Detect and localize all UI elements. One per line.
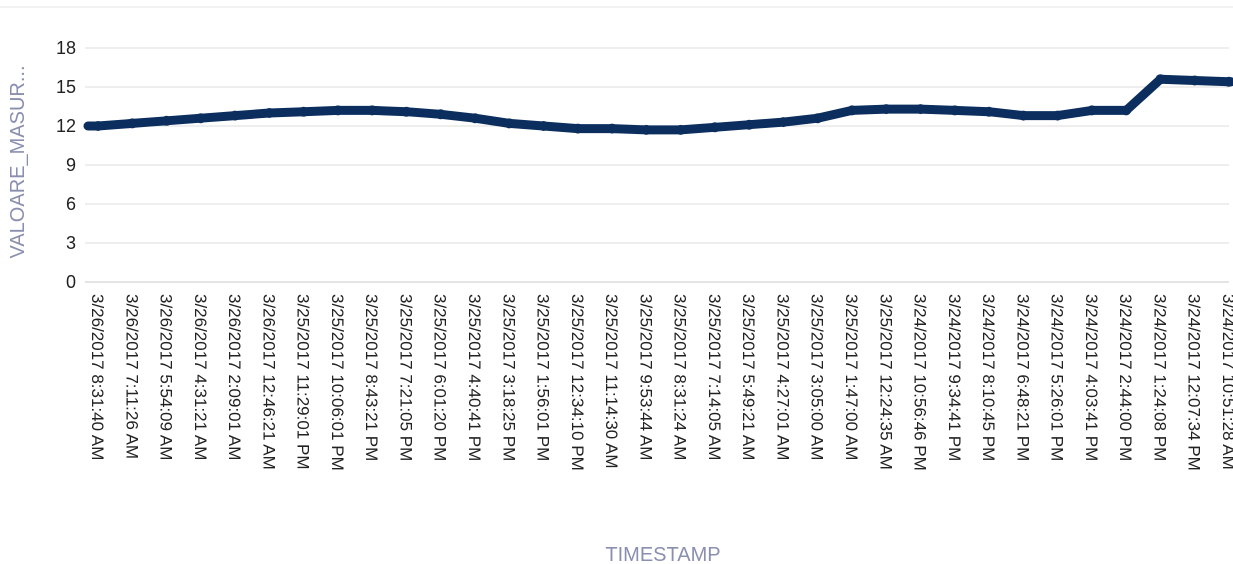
data-point <box>367 105 378 116</box>
x-tick-label: 3/24/2017 4:03:41 PM <box>1082 294 1101 461</box>
gridlines <box>85 47 1229 283</box>
y-tick-label: 12 <box>56 116 76 136</box>
x-tick-label: 3/25/2017 1:47:00 AM <box>842 294 861 460</box>
data-point <box>915 104 926 115</box>
data-point <box>195 113 206 124</box>
y-tick-label: 3 <box>66 233 76 253</box>
data-point <box>812 113 823 124</box>
x-tick-label: 3/25/2017 9:53:44 AM <box>636 294 655 460</box>
x-tick-label: 3/26/2017 8:31:40 AM <box>88 294 107 460</box>
y-tick-label: 0 <box>66 272 76 292</box>
x-tick-label: 3/25/2017 5:49:21 AM <box>739 294 758 460</box>
x-tick-label: 3/24/2017 1:24:08 PM <box>1150 294 1169 461</box>
data-point <box>230 110 241 121</box>
y-tick-label: 6 <box>66 194 76 214</box>
x-axis-title: TIMESTAMP <box>605 544 720 564</box>
x-tick-label: 3/26/2017 7:11:26 AM <box>122 294 141 459</box>
x-tick-label: 3/25/2017 7:21:05 PM <box>396 294 415 461</box>
x-tick-label: 3/24/2017 2:44:00 PM <box>1116 294 1135 461</box>
x-tick-label: 3/24/2017 5:26:01 PM <box>1048 294 1067 461</box>
x-tick-label: 3/25/2017 10:06:01 PM <box>328 294 347 471</box>
y-tick-label: 18 <box>56 38 76 58</box>
y-axis-title: VALOARE_MASUR... <box>7 65 29 258</box>
data-point <box>1052 110 1063 121</box>
data-point <box>264 108 275 118</box>
x-tick-label: 3/25/2017 12:24:35 AM <box>876 294 895 470</box>
x-tick-label: 3/24/2017 10:51:28 AM <box>1219 294 1233 470</box>
x-tick-label: 3/25/2017 12:34:10 PM <box>568 294 587 471</box>
x-tick-label: 3/26/2017 4:31:21 AM <box>191 294 210 460</box>
data-point <box>709 122 720 133</box>
x-tick-label: 3/25/2017 3:18:25 PM <box>499 294 518 461</box>
series-line <box>83 74 1233 135</box>
data-point <box>470 113 480 124</box>
data-point <box>881 104 892 115</box>
x-tick-label: 3/25/2017 8:31:24 AM <box>671 294 690 460</box>
data-point <box>332 105 343 116</box>
data-point <box>93 121 103 131</box>
data-point <box>1086 105 1097 116</box>
data-point <box>675 124 686 135</box>
x-tick-label: 3/25/2017 3:05:00 AM <box>808 294 827 460</box>
x-tick-label: 3/25/2017 1:56:01 PM <box>534 294 553 461</box>
data-point <box>847 105 857 116</box>
data-point <box>641 124 652 135</box>
y-tick-label: 9 <box>66 155 76 175</box>
data-point <box>161 115 172 126</box>
x-tick-label: 3/24/2017 8:10:45 PM <box>979 294 998 461</box>
x-tick-label: 3/24/2017 9:34:41 PM <box>945 294 964 461</box>
series-layer <box>83 74 1233 135</box>
data-point <box>1018 110 1029 121</box>
x-tick-label: 3/26/2017 5:54:09 AM <box>157 294 176 460</box>
data-point <box>949 105 960 116</box>
data-point <box>298 106 309 117</box>
data-point <box>607 123 618 134</box>
y-axis-ticks: 0 3 6 9 12 15 18 <box>56 38 76 292</box>
data-point <box>744 119 755 130</box>
data-point <box>572 123 583 134</box>
x-tick-label: 3/24/2017 6:48:21 PM <box>1013 294 1032 461</box>
data-point <box>1155 74 1166 85</box>
data-point <box>504 118 515 129</box>
data-point <box>435 109 446 120</box>
x-tick-label: 3/26/2017 2:09:01 AM <box>225 294 244 460</box>
x-tick-label: 3/24/2017 10:56:46 PM <box>911 294 930 471</box>
x-tick-label: 3/26/2017 12:46:21 AM <box>259 294 278 470</box>
x-tick-label: 3/25/2017 11:29:01 PM <box>294 294 313 470</box>
data-point <box>538 121 549 131</box>
x-tick-label: 3/25/2017 4:27:01 AM <box>773 294 792 460</box>
data-point <box>127 118 138 129</box>
data-point <box>778 117 789 128</box>
data-point <box>1121 105 1132 116</box>
data-point <box>401 106 412 117</box>
x-tick-label: 3/24/2017 12:07:34 PM <box>1185 294 1204 471</box>
data-point <box>1224 76 1233 87</box>
y-tick-label: 15 <box>56 77 76 97</box>
x-tick-label: 3/25/2017 8:43:21 PM <box>362 294 381 461</box>
data-point <box>1189 75 1200 86</box>
x-axis-ticks: 3/26/2017 8:31:40 AM 3/26/2017 7:11:26 AM… <box>88 294 1233 471</box>
x-tick-label: 3/25/2017 4:40:41 PM <box>465 294 484 461</box>
x-tick-label: 3/25/2017 11:14:30 AM <box>602 294 621 469</box>
x-tick-label: 3/25/2017 7:14:05 AM <box>705 294 724 460</box>
data-point <box>984 106 995 117</box>
x-tick-label: 3/25/2017 6:01:20 PM <box>431 294 450 461</box>
